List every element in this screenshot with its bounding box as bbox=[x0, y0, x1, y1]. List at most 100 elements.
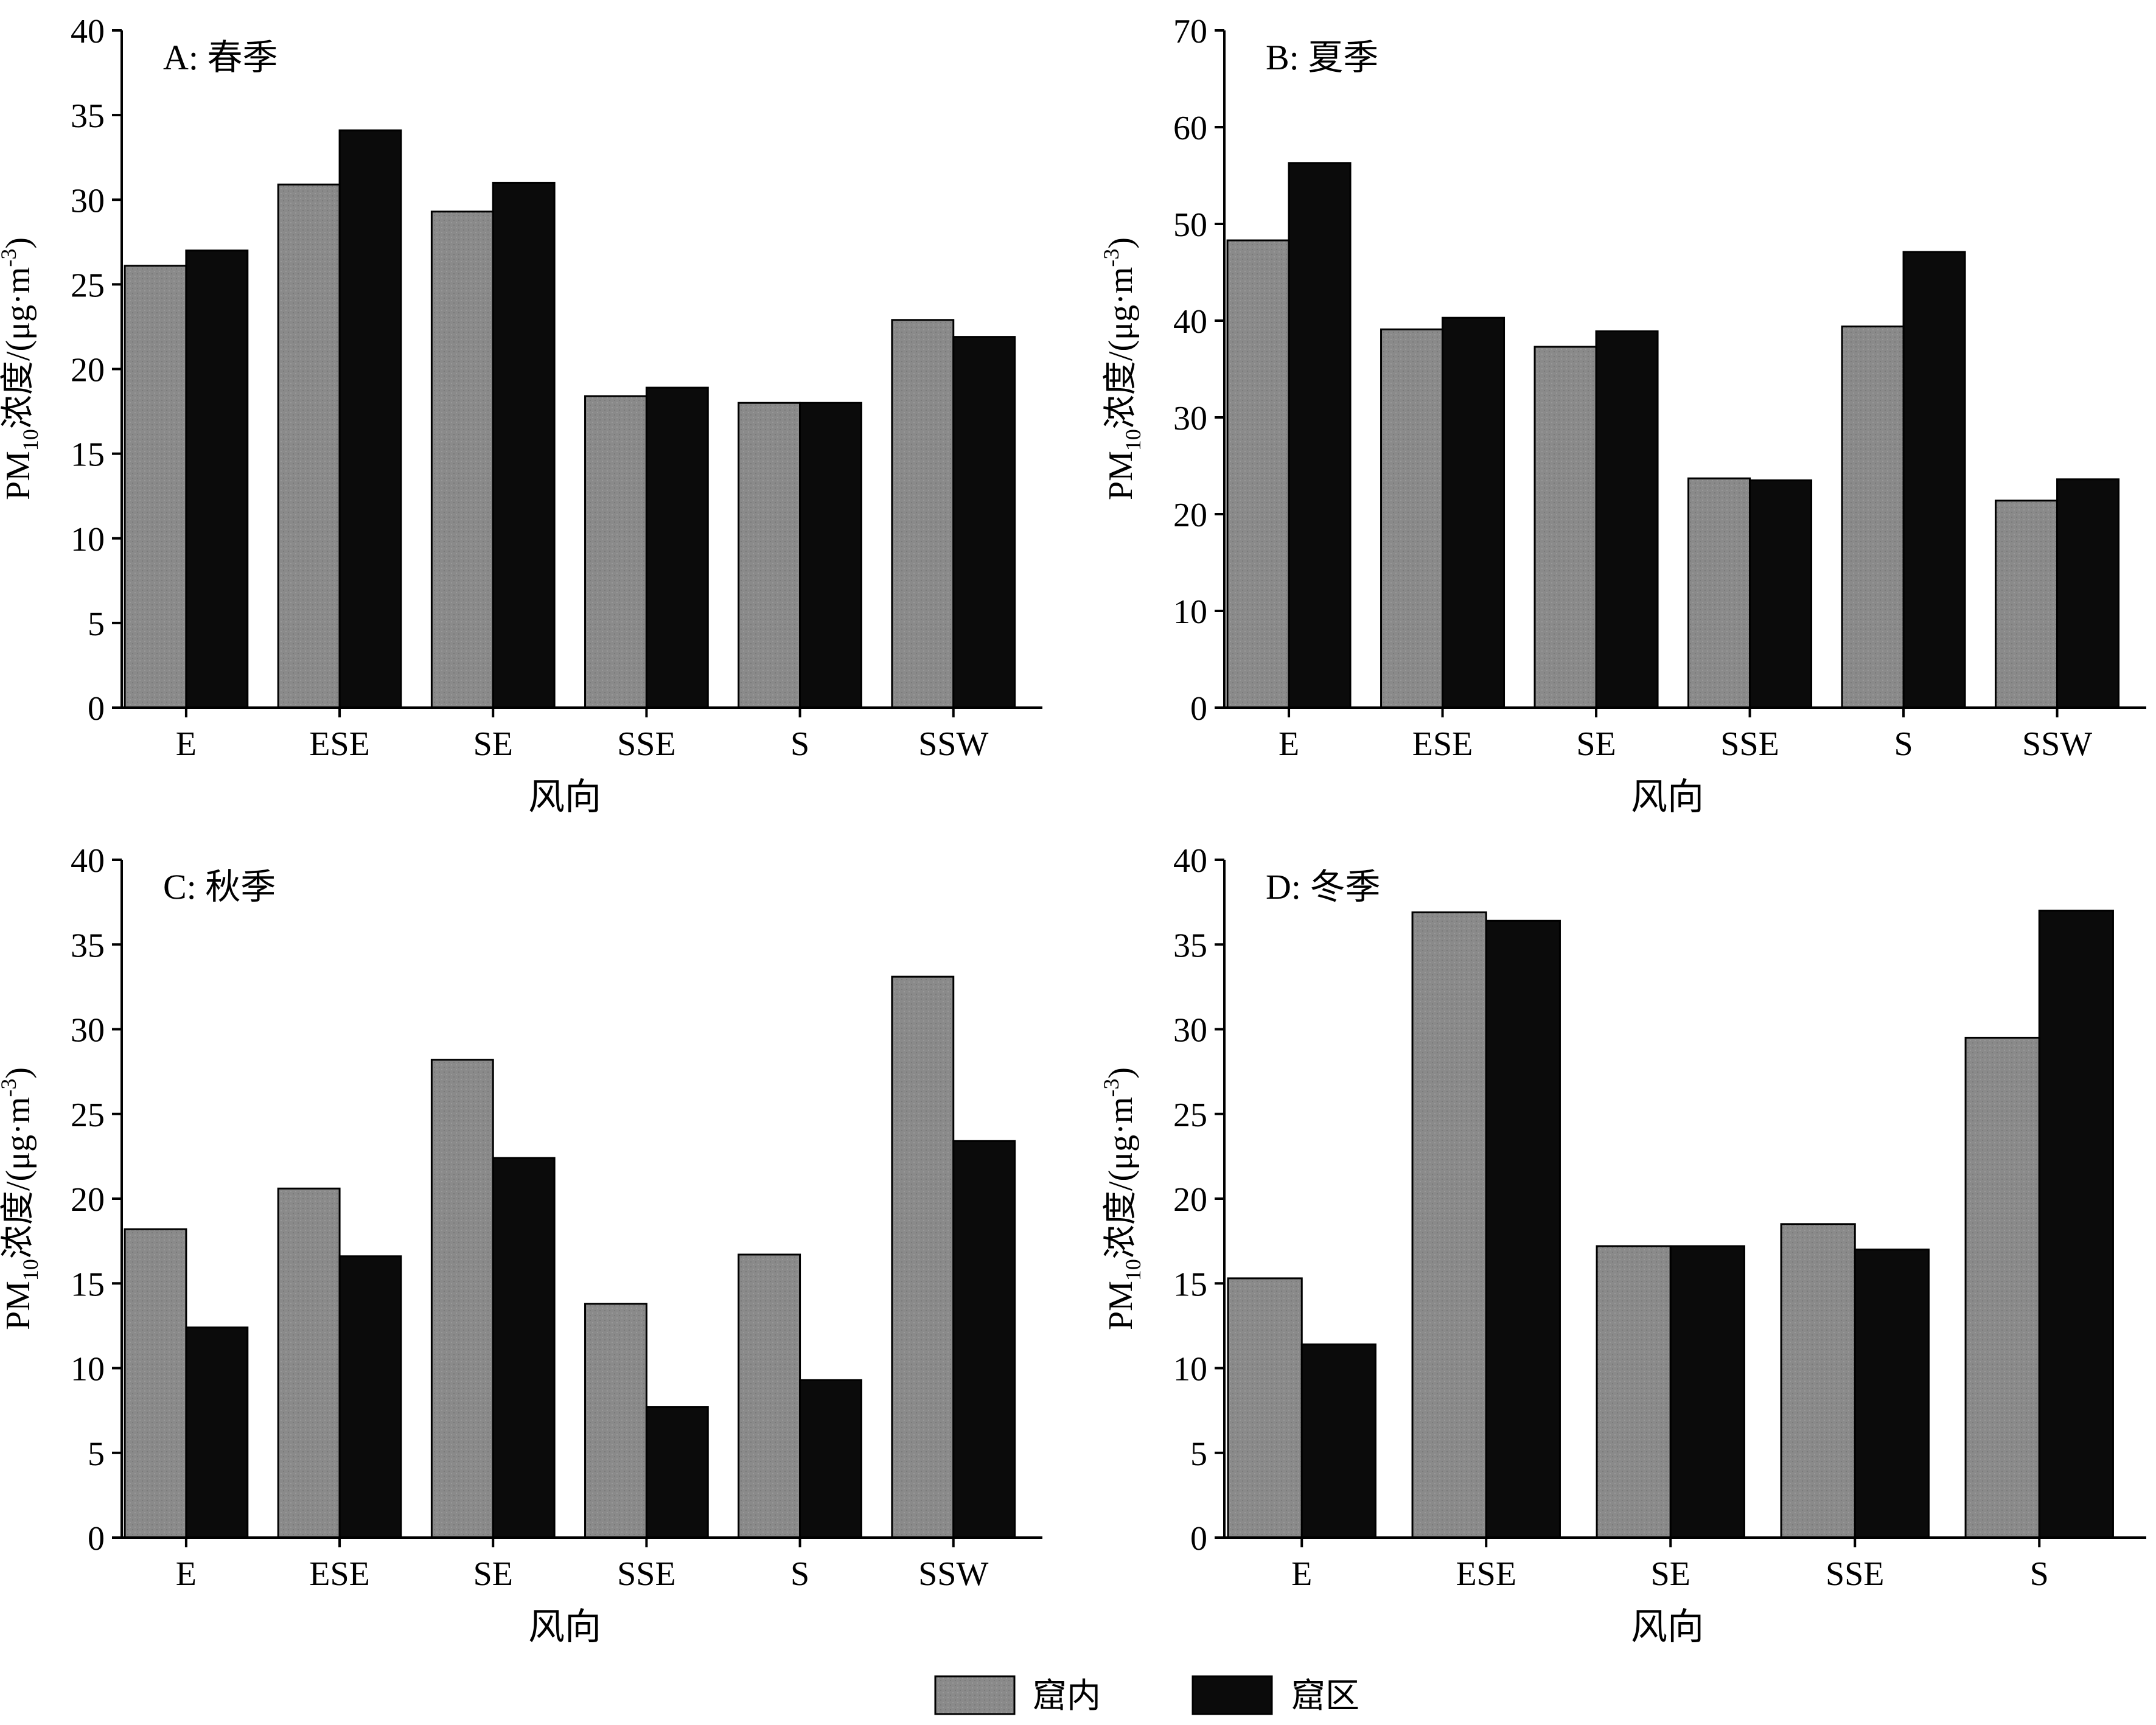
y-tick-label: 5 bbox=[1190, 1435, 1207, 1473]
y-tick-label: 35 bbox=[1173, 927, 1207, 964]
x-tick-label: SE bbox=[473, 725, 513, 763]
x-tick-label: ESE bbox=[1412, 725, 1473, 763]
x-tick-label: SSE bbox=[617, 725, 676, 763]
bar-indoor-SE bbox=[1596, 1245, 1672, 1539]
y-tick-label: 15 bbox=[1173, 1266, 1207, 1303]
bar-indoor-ESE bbox=[1380, 328, 1444, 709]
bar-area-ESE bbox=[1485, 919, 1561, 1539]
bar-area-ESE bbox=[338, 129, 402, 709]
x-tick-label: E bbox=[176, 1555, 197, 1593]
y-tick-label: 20 bbox=[1173, 1181, 1207, 1219]
x-tick-label: ESE bbox=[309, 725, 370, 763]
bar-area-E bbox=[185, 249, 249, 709]
bar-area-S bbox=[799, 1379, 862, 1539]
bar-indoor-SSE bbox=[584, 395, 647, 709]
bar-area-S bbox=[799, 402, 862, 709]
bar-indoor-E bbox=[1227, 1277, 1303, 1539]
x-tick-label: E bbox=[176, 725, 197, 763]
bar-area-SSW bbox=[952, 1140, 1016, 1539]
bar-area-SE bbox=[492, 1157, 556, 1539]
bar-indoor-SE bbox=[430, 1059, 494, 1539]
bar-indoor-SE bbox=[430, 211, 494, 709]
x-tick-label: S bbox=[790, 1555, 809, 1593]
y-tick-label: 10 bbox=[71, 521, 105, 559]
x-tick-label: E bbox=[1279, 725, 1299, 763]
bar-indoor-E bbox=[1226, 239, 1290, 709]
bar-area-E bbox=[185, 1326, 249, 1539]
y-tick-label: 0 bbox=[1190, 690, 1207, 728]
y-tick-label: 30 bbox=[71, 182, 105, 220]
bar-indoor-SSW bbox=[1995, 500, 2059, 709]
y-tick-label: 15 bbox=[71, 436, 105, 474]
bar-area-SE bbox=[492, 181, 556, 709]
x-tick-label: SE bbox=[1651, 1555, 1690, 1593]
bar-area-SSE bbox=[1854, 1249, 1930, 1539]
bar-area-SSW bbox=[2056, 478, 2120, 709]
y-tick-label: 40 bbox=[1173, 303, 1207, 341]
legend-label-indoor: 窟内 bbox=[1033, 1678, 1101, 1715]
bar-indoor-S bbox=[738, 1253, 801, 1539]
y-tick-label: 20 bbox=[71, 1181, 105, 1219]
bar-indoor-SSE bbox=[1780, 1223, 1856, 1539]
x-tick-label: SSW bbox=[918, 1555, 988, 1593]
legend: 窟内 窟区 bbox=[934, 1675, 1359, 1715]
chart-title: C: 秋季 bbox=[163, 867, 276, 907]
chart-title: B: 夏季 bbox=[1266, 38, 1378, 77]
y-tick-label: 0 bbox=[88, 1520, 105, 1558]
y-tick-label: 40 bbox=[71, 13, 105, 51]
y-tick-label: 30 bbox=[71, 1012, 105, 1050]
x-tick-label: SSW bbox=[2022, 725, 2092, 763]
bar-area-ESE bbox=[338, 1255, 402, 1539]
bar-area-SSE bbox=[1749, 479, 1813, 709]
bar-indoor-E bbox=[124, 1228, 187, 1539]
y-tick-label: 0 bbox=[1190, 1520, 1207, 1558]
y-tick-label: 10 bbox=[1173, 1351, 1207, 1389]
x-tick-label: SSE bbox=[1826, 1555, 1885, 1593]
x-tick-label: S bbox=[790, 725, 809, 763]
x-tick-label: S bbox=[1894, 725, 1913, 763]
bar-indoor-ESE bbox=[277, 1187, 341, 1539]
chart-title: A: 春季 bbox=[163, 38, 278, 77]
x-tick-label: ESE bbox=[309, 1555, 370, 1593]
bar-indoor-S bbox=[1841, 326, 1905, 709]
y-axis-label: PM10浓度/(μg·m-3) bbox=[0, 237, 43, 500]
bar-area-ESE bbox=[1442, 316, 1505, 709]
y-tick-label: 10 bbox=[1173, 593, 1207, 631]
y-tick-label: 60 bbox=[1173, 110, 1207, 147]
legend-swatch-area bbox=[1191, 1675, 1273, 1715]
bar-indoor-SSW bbox=[891, 975, 955, 1539]
x-tick-label: SSE bbox=[617, 1555, 676, 1593]
y-tick-label: 25 bbox=[71, 267, 105, 304]
y-tick-label: 30 bbox=[1173, 400, 1207, 437]
legend-label-area: 窟区 bbox=[1291, 1678, 1359, 1715]
bar-indoor-S bbox=[738, 402, 801, 709]
x-tick-label: SE bbox=[1576, 725, 1616, 763]
bar-indoor-E bbox=[124, 265, 187, 709]
y-tick-label: 50 bbox=[1173, 206, 1207, 244]
bar-indoor-ESE bbox=[1411, 911, 1487, 1539]
y-tick-label: 15 bbox=[71, 1266, 105, 1303]
bar-area-SE bbox=[1595, 330, 1659, 709]
y-tick-label: 35 bbox=[71, 927, 105, 964]
x-tick-label: SSE bbox=[1720, 725, 1779, 763]
x-axis-label: 风向 bbox=[528, 1607, 601, 1647]
x-tick-label: E bbox=[1291, 1555, 1312, 1593]
bar-indoor-ESE bbox=[277, 183, 341, 709]
y-tick-label: 10 bbox=[71, 1351, 105, 1389]
bar-area-E bbox=[1300, 1343, 1376, 1539]
x-tick-label: S bbox=[2030, 1555, 2049, 1593]
bar-indoor-SSE bbox=[1687, 477, 1751, 709]
bar-indoor-SSW bbox=[891, 319, 955, 709]
bar-area-E bbox=[1288, 162, 1352, 709]
x-axis-label: 风向 bbox=[1631, 777, 1704, 817]
y-tick-label: 0 bbox=[88, 690, 105, 728]
legend-swatch-indoor bbox=[934, 1675, 1016, 1715]
y-tick-label: 40 bbox=[71, 842, 105, 880]
y-tick-label: 40 bbox=[1173, 842, 1207, 880]
y-tick-label: 25 bbox=[71, 1096, 105, 1134]
y-axis-label: PM10浓度/(μg·m-3) bbox=[1099, 237, 1145, 500]
